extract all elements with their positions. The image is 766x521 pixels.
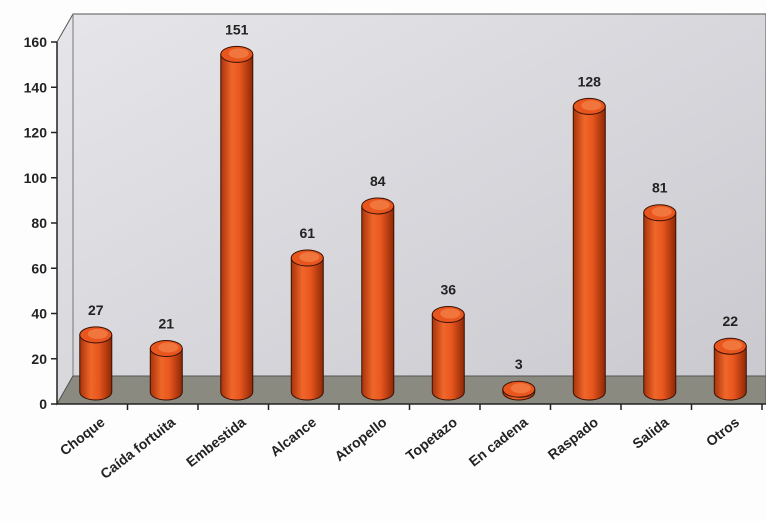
bar-top-highlight <box>299 251 320 262</box>
bar-top-highlight <box>158 342 179 353</box>
bar-top-highlight <box>440 308 461 319</box>
y-tick-label: 100 <box>24 170 48 186</box>
data-label: 81 <box>652 180 668 196</box>
data-label: 36 <box>440 282 456 298</box>
y-tick-label: 140 <box>24 79 48 95</box>
bar-body <box>431 314 465 401</box>
data-label: 21 <box>158 315 174 331</box>
y-tick-label: 160 <box>24 34 48 50</box>
category-label: Embestida <box>183 414 249 470</box>
y-axis: 0 20 40 60 80 100 120 140 160 <box>24 34 766 412</box>
bar-top-highlight <box>581 100 602 111</box>
bar <box>713 337 747 401</box>
y-tick-label: 80 <box>31 215 47 231</box>
bar-body <box>643 212 677 401</box>
bar-top-highlight <box>87 328 108 339</box>
bar-body <box>361 205 395 401</box>
bar-top-highlight <box>228 48 249 59</box>
y-tick-label: 60 <box>31 260 47 276</box>
data-label: 84 <box>370 173 386 189</box>
y-tick-label: 0 <box>39 396 47 412</box>
category-label: Caída fortuita <box>97 414 178 482</box>
data-label: 128 <box>578 73 602 89</box>
bar <box>149 339 183 401</box>
bar-body <box>290 257 324 401</box>
bar-body <box>79 334 113 401</box>
category-label: Atropello <box>331 414 389 464</box>
data-label: 151 <box>225 21 249 37</box>
bar <box>431 306 465 401</box>
data-label: 61 <box>299 225 315 241</box>
bar-body <box>572 105 606 401</box>
category-label: Choque <box>57 414 108 459</box>
bar-body <box>713 345 747 401</box>
data-label: 22 <box>722 313 738 329</box>
bar-top-highlight <box>722 340 743 351</box>
bars <box>79 45 747 401</box>
bar <box>643 204 677 401</box>
category-label: Salida <box>629 414 672 452</box>
bar-body <box>149 347 183 401</box>
bar <box>220 45 254 401</box>
data-label: 27 <box>88 302 104 318</box>
bar-body <box>220 53 254 401</box>
bar <box>572 97 606 401</box>
bar <box>502 380 536 401</box>
category-label: En cadena <box>466 414 531 470</box>
y-tick-label: 20 <box>31 351 47 367</box>
bar-top-highlight <box>369 199 390 210</box>
category-label: Raspado <box>545 414 601 463</box>
bar-top-highlight <box>510 383 531 394</box>
category-label: Topetazo <box>403 414 460 464</box>
category-label: Otros <box>703 414 742 450</box>
bar-top-highlight <box>651 206 672 217</box>
bar <box>290 249 324 401</box>
y-tick-label: 120 <box>24 125 48 141</box>
bar <box>79 326 113 401</box>
bar <box>361 197 395 401</box>
data-label: 3 <box>515 356 523 372</box>
category-label: Alcance <box>267 414 319 460</box>
y-tick-label: 40 <box>31 306 47 322</box>
